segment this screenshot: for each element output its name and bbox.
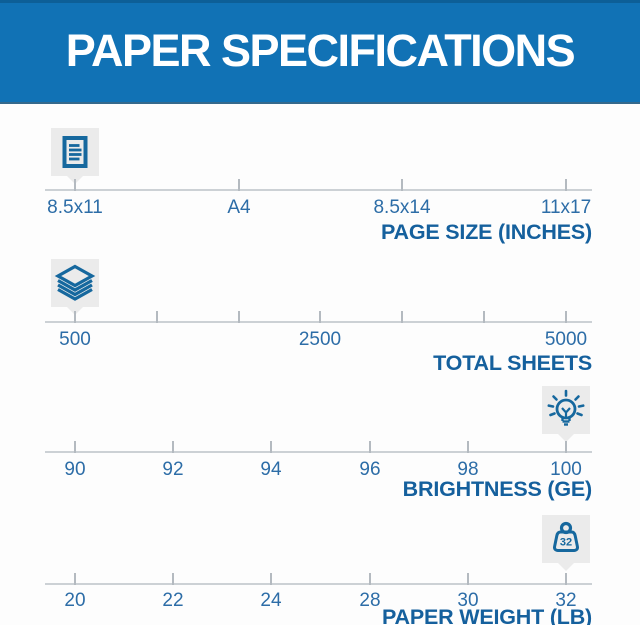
tick-label: 28 <box>359 590 381 611</box>
tick-label: 98 <box>457 459 479 480</box>
weight-icon: 32 <box>553 521 579 552</box>
tick-label: 22 <box>162 590 184 611</box>
page-size-icon-box <box>51 128 99 184</box>
tick <box>369 441 371 453</box>
tick-label: 20 <box>64 590 86 611</box>
tick <box>565 441 567 453</box>
weight-icon-value: 32 <box>560 537 572 549</box>
scale-title: PAPER WEIGHT (LB) <box>382 605 592 625</box>
tick <box>238 311 240 323</box>
tick <box>401 179 403 191</box>
tick <box>270 441 272 453</box>
paper-stack-icon <box>54 264 96 301</box>
tick <box>172 573 174 585</box>
tick <box>156 311 158 323</box>
tick <box>565 179 567 191</box>
tick-label: 24 <box>260 590 282 611</box>
tick-label: 2500 <box>298 329 342 350</box>
page-title: PAPER SPECIFICATIONS <box>65 24 576 76</box>
document-icon <box>62 136 88 168</box>
tick <box>74 573 76 585</box>
tick-label: 100 <box>550 459 582 480</box>
tick-label: 8.5x14 <box>373 197 431 218</box>
scale-line <box>45 451 592 453</box>
header-banner: PAPER SPECIFICATIONS <box>0 0 640 104</box>
brightness-icon-box <box>542 386 590 442</box>
total-sheets-icon-box <box>51 259 99 315</box>
tick <box>467 573 469 585</box>
tick <box>238 179 240 191</box>
tick <box>565 311 567 323</box>
tick-label: 11x17 <box>540 197 592 218</box>
tick <box>401 311 403 323</box>
tick-label: 32 <box>555 590 577 611</box>
tick-label: 5000 <box>544 329 588 350</box>
tick-label: 90 <box>64 459 86 480</box>
tick <box>483 311 485 323</box>
scale-title: TOTAL SHEETS <box>433 351 592 375</box>
tick-label: 8.5x11 <box>47 197 103 218</box>
callout-pointer <box>558 434 574 442</box>
tick <box>467 441 469 453</box>
lightbulb-icon <box>547 389 585 426</box>
tick-label: 30 <box>457 590 479 611</box>
scale-line <box>45 189 592 191</box>
tick <box>172 441 174 453</box>
tick <box>565 573 567 585</box>
tick <box>74 311 76 323</box>
tick-label: 94 <box>260 459 282 480</box>
scale-title: PAGE SIZE (INCHES) <box>380 220 592 244</box>
tick-label: 500 <box>59 329 91 350</box>
tick-label: A4 <box>227 197 251 218</box>
tick <box>74 179 76 191</box>
tick <box>319 311 321 323</box>
paper-weight-icon-box: 32 <box>542 515 590 571</box>
tick <box>74 441 76 453</box>
callout-pointer <box>558 563 574 571</box>
scale-line <box>45 321 592 323</box>
tick-label: 96 <box>359 459 381 480</box>
scale-line <box>45 583 592 585</box>
tick <box>270 573 272 585</box>
tick <box>369 573 371 585</box>
scale-title: BRIGHTNESS (GE) <box>402 477 593 501</box>
tick-label: 92 <box>162 459 184 480</box>
